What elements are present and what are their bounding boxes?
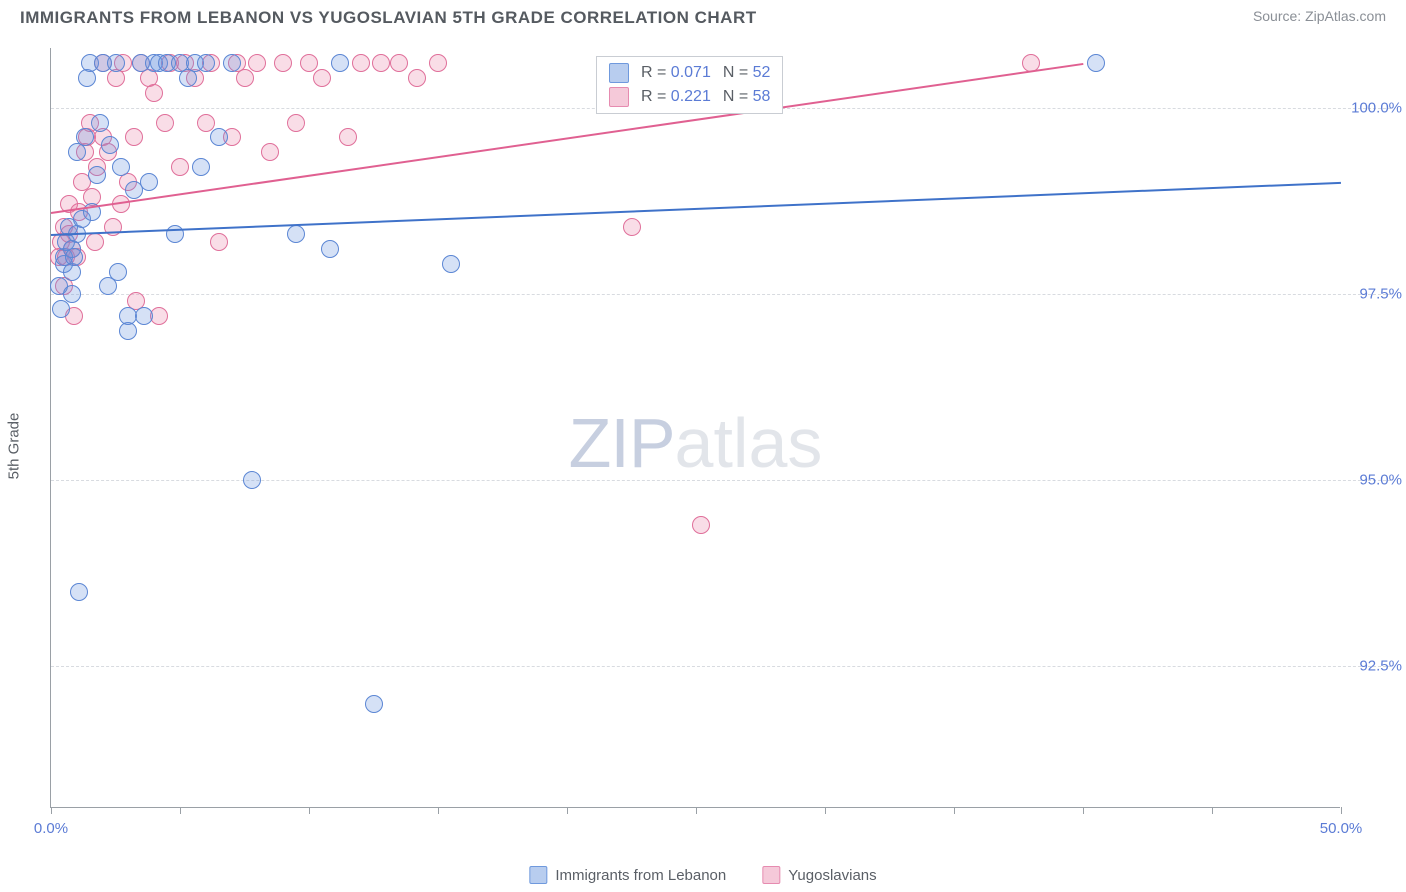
data-point-yugoslavian <box>408 69 426 87</box>
data-point-lebanon <box>223 54 241 72</box>
stats-row-lebanon: R = 0.071 N = 52 <box>597 61 782 85</box>
source-credit: Source: ZipAtlas.com <box>1253 8 1386 24</box>
x-tick <box>825 807 826 814</box>
legend-swatch-yugoslavian <box>762 866 780 884</box>
stats-r-value: 0.071 <box>671 64 711 81</box>
stats-n-value: 52 <box>753 64 771 81</box>
data-point-lebanon <box>243 471 261 489</box>
x-tick <box>1212 807 1213 814</box>
data-point-lebanon <box>140 173 158 191</box>
data-point-lebanon <box>135 307 153 325</box>
data-point-yugoslavian <box>248 54 266 72</box>
x-tick <box>180 807 181 814</box>
data-point-yugoslavian <box>623 218 641 236</box>
data-point-lebanon <box>197 54 215 72</box>
data-point-lebanon <box>109 263 127 281</box>
watermark-zip: ZIP <box>569 404 675 482</box>
scatter-plot-area: ZIPatlas 92.5%95.0%97.5%100.0%0.0%50.0%R… <box>50 48 1340 808</box>
source-prefix: Source: <box>1253 8 1305 24</box>
stats-n-label: N = 52 <box>723 64 771 82</box>
x-tick <box>51 807 52 814</box>
data-point-lebanon <box>192 158 210 176</box>
y-axis-label: 5th Grade <box>6 413 23 480</box>
bottom-legend: Immigrants from Lebanon Yugoslavians <box>529 866 876 884</box>
y-tick-label: 97.5% <box>1346 285 1402 302</box>
data-point-lebanon <box>287 225 305 243</box>
data-point-yugoslavian <box>210 233 228 251</box>
data-point-lebanon <box>88 166 106 184</box>
stats-swatch-yugoslavian <box>609 87 629 107</box>
watermark-atlas: atlas <box>675 404 823 482</box>
data-point-lebanon <box>76 128 94 146</box>
stats-n-label: N = 58 <box>723 88 771 106</box>
stats-n-value: 58 <box>753 88 771 105</box>
x-tick <box>438 807 439 814</box>
data-point-lebanon <box>210 128 228 146</box>
data-point-lebanon <box>101 136 119 154</box>
data-point-yugoslavian <box>125 128 143 146</box>
data-point-lebanon <box>442 255 460 273</box>
data-point-yugoslavian <box>274 54 292 72</box>
stats-swatch-lebanon <box>609 63 629 83</box>
correlation-stats-box: R = 0.071 N = 52 R = 0.221 N = 58 <box>596 56 783 114</box>
data-point-yugoslavian <box>429 54 447 72</box>
data-point-yugoslavian <box>236 69 254 87</box>
data-point-lebanon <box>65 248 83 266</box>
data-point-lebanon <box>99 277 117 295</box>
x-tick <box>1083 807 1084 814</box>
data-point-lebanon <box>91 114 109 132</box>
data-point-lebanon <box>52 300 70 318</box>
y-tick-label: 95.0% <box>1346 472 1402 489</box>
trend-line-lebanon <box>51 182 1341 236</box>
data-point-lebanon <box>321 240 339 258</box>
stats-row-yugoslavian: R = 0.221 N = 58 <box>597 85 782 109</box>
data-point-yugoslavian <box>197 114 215 132</box>
watermark: ZIPatlas <box>569 403 823 483</box>
data-point-lebanon <box>365 695 383 713</box>
y-tick-label: 92.5% <box>1346 658 1402 675</box>
data-point-lebanon <box>107 54 125 72</box>
gridline <box>51 294 1391 295</box>
data-point-yugoslavian <box>287 114 305 132</box>
source-name: ZipAtlas.com <box>1305 8 1386 24</box>
data-point-yugoslavian <box>300 54 318 72</box>
legend-item-lebanon: Immigrants from Lebanon <box>529 866 726 884</box>
data-point-yugoslavian <box>372 54 390 72</box>
data-point-lebanon <box>70 583 88 601</box>
data-point-lebanon <box>1087 54 1105 72</box>
x-tick <box>309 807 310 814</box>
x-tick <box>567 807 568 814</box>
y-tick-label: 100.0% <box>1346 99 1402 116</box>
stats-r-label: R = 0.221 <box>641 88 711 106</box>
data-point-yugoslavian <box>313 69 331 87</box>
x-tick <box>1341 807 1342 814</box>
gridline <box>51 666 1391 667</box>
legend-label-lebanon: Immigrants from Lebanon <box>555 867 726 884</box>
x-tick <box>954 807 955 814</box>
stats-r-label: R = 0.071 <box>641 64 711 82</box>
data-point-yugoslavian <box>150 307 168 325</box>
trend-line-yugoslavian <box>51 63 1083 214</box>
chart-title: IMMIGRANTS FROM LEBANON VS YUGOSLAVIAN 5… <box>20 8 757 28</box>
legend-label-yugoslavian: Yugoslavians <box>788 867 876 884</box>
data-point-yugoslavian <box>339 128 357 146</box>
data-point-lebanon <box>63 285 81 303</box>
x-tick-label: 0.0% <box>34 820 68 837</box>
chart-header: IMMIGRANTS FROM LEBANON VS YUGOSLAVIAN 5… <box>0 0 1406 28</box>
legend-item-yugoslavian: Yugoslavians <box>762 866 876 884</box>
x-tick <box>696 807 697 814</box>
stats-r-value: 0.221 <box>671 88 711 105</box>
data-point-yugoslavian <box>145 84 163 102</box>
x-tick-label: 50.0% <box>1320 820 1363 837</box>
data-point-yugoslavian <box>352 54 370 72</box>
data-point-yugoslavian <box>692 516 710 534</box>
data-point-yugoslavian <box>261 143 279 161</box>
data-point-yugoslavian <box>390 54 408 72</box>
data-point-lebanon <box>331 54 349 72</box>
data-point-lebanon <box>112 158 130 176</box>
data-point-yugoslavian <box>156 114 174 132</box>
legend-swatch-lebanon <box>529 866 547 884</box>
data-point-yugoslavian <box>86 233 104 251</box>
data-point-yugoslavian <box>171 158 189 176</box>
